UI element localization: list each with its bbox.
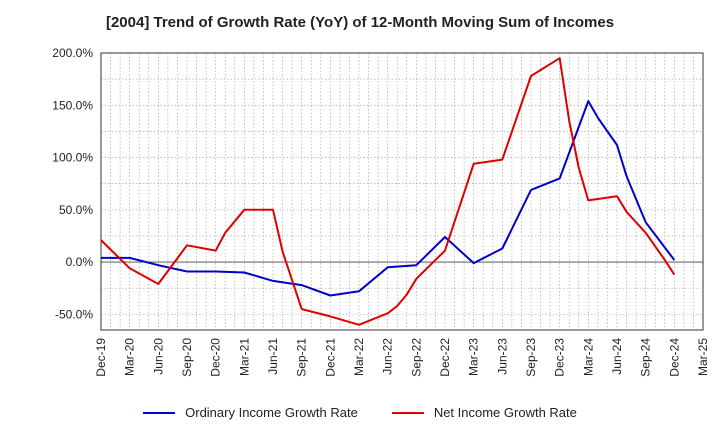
x-tick-label: Mar-24 [581,338,595,376]
x-tick-label: Jun-21 [266,338,280,375]
x-tick-label: Dec-20 [209,338,223,377]
x-tick-label: Sep-21 [295,338,309,377]
x-tick-label: Dec-24 [667,338,681,377]
legend-item-net: Net Income Growth Rate [391,405,577,420]
grid-lines [100,52,704,330]
x-tick-label: Dec-21 [323,338,337,377]
x-tick-label: Sep-23 [524,338,538,377]
x-tick-label: Jun-20 [151,338,165,375]
x-tick-label: Dec-23 [553,338,567,377]
x-tick-label: Mar-23 [467,338,481,376]
y-tick-label: 0.0% [66,255,94,269]
x-tick-label: Jun-23 [495,338,509,375]
legend: Ordinary Income Growth Rate Net Income G… [0,405,720,420]
y-tick-label: 200.0% [52,46,93,60]
x-tick-label: Sep-20 [180,338,194,377]
legend-label-net: Net Income Growth Rate [433,405,577,420]
y-tick-label: 150.0% [52,98,93,112]
x-tick-label: Jun-24 [610,338,624,375]
x-tick-label: Mar-20 [123,338,137,376]
plot-frame [100,52,704,331]
y-tick-label: -50.0% [55,307,93,321]
x-tick-label: Mar-22 [352,338,366,376]
y-tick-label: 50.0% [59,203,93,217]
legend-swatch-net [391,411,424,414]
x-tick-label: Sep-22 [409,338,423,377]
x-tick-label: Mar-21 [237,338,251,376]
series-lines [100,57,676,326]
x-tick-label: Dec-22 [438,338,452,377]
legend-swatch-ordinary [143,411,176,414]
legend-item-ordinary: Ordinary Income Growth Rate [143,405,358,420]
x-tick-label: Dec-19 [94,338,108,377]
series-line-net-income [100,57,676,326]
y-tick-label: 100.0% [52,151,93,165]
x-tick-label: Mar-25 [696,338,710,376]
series-line-ordinary-income [101,100,676,297]
legend-label-ordinary: Ordinary Income Growth Rate [185,405,358,420]
x-tick-label: Sep-24 [639,338,653,377]
chart-title: [2004] Trend of Growth Rate (YoY) of 12-… [105,14,615,31]
x-tick-label: Jun-22 [381,338,395,375]
axes: 200.0% 150.0% 100.0% 50.0% 0.0% -50.0% Dec-19 M… [52,46,710,377]
